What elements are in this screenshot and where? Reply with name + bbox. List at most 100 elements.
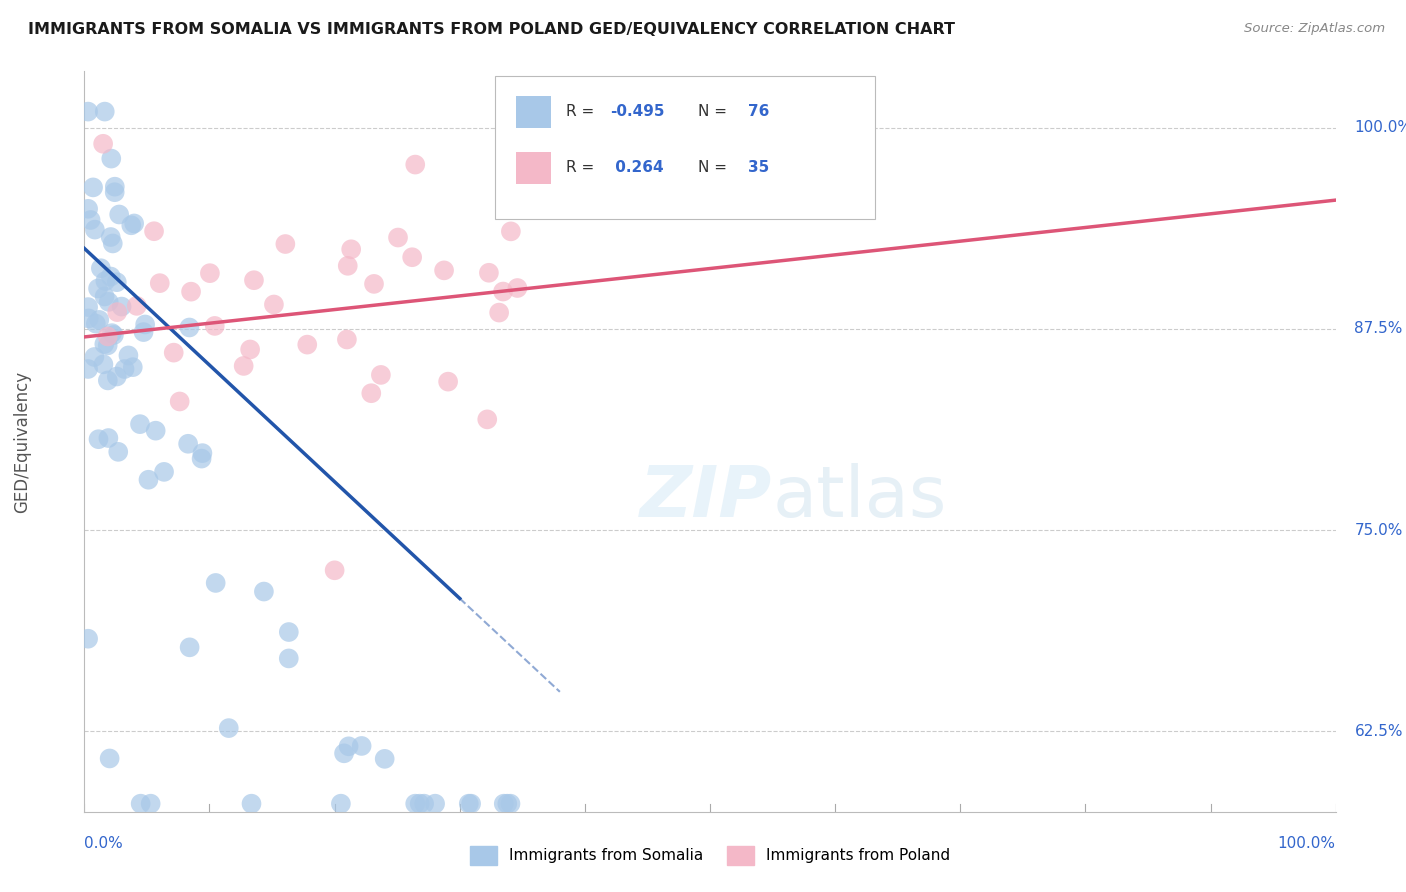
Point — [433, 263, 456, 277]
Point — [408, 797, 430, 811]
Point — [93, 289, 115, 303]
Point — [336, 259, 359, 273]
Point — [374, 752, 396, 766]
Point — [145, 424, 167, 438]
Point — [169, 394, 191, 409]
Point — [329, 797, 352, 811]
Point — [274, 237, 297, 252]
Point — [337, 739, 360, 754]
Text: R =: R = — [567, 161, 595, 176]
Point — [240, 797, 263, 811]
Legend: Immigrants from Somalia, Immigrants from Poland: Immigrants from Somalia, Immigrants from… — [464, 840, 956, 871]
Point — [77, 104, 100, 119]
Point — [125, 299, 148, 313]
Point — [297, 337, 319, 351]
Point — [143, 224, 166, 238]
Text: GED/Equivalency: GED/Equivalency — [13, 370, 31, 513]
Text: 35: 35 — [748, 161, 769, 176]
Point — [198, 266, 221, 280]
Point — [350, 739, 373, 753]
Point — [117, 348, 139, 362]
Point — [277, 625, 299, 640]
Point — [120, 219, 142, 233]
Point — [108, 207, 131, 221]
Point — [179, 320, 201, 334]
Point — [77, 202, 100, 216]
Point — [105, 275, 128, 289]
Point — [77, 632, 100, 646]
Text: N =: N = — [697, 104, 727, 120]
Point — [138, 473, 160, 487]
Point — [94, 104, 117, 119]
Point — [153, 465, 176, 479]
Text: IMMIGRANTS FROM SOMALIA VS IMMIGRANTS FROM POLAND GED/EQUIVALENCY CORRELATION CH: IMMIGRANTS FROM SOMALIA VS IMMIGRANTS FR… — [28, 22, 955, 37]
Point — [82, 180, 104, 194]
Point — [77, 300, 100, 314]
Point — [506, 281, 529, 295]
Text: Source: ZipAtlas.com: Source: ZipAtlas.com — [1244, 22, 1385, 36]
Point — [121, 360, 143, 375]
Point — [277, 651, 299, 665]
Point — [149, 276, 172, 290]
Point — [243, 273, 266, 287]
Point — [404, 158, 426, 172]
Point — [129, 417, 152, 431]
Point — [180, 285, 202, 299]
Text: 0.264: 0.264 — [610, 161, 664, 176]
Point — [87, 432, 110, 446]
Point — [336, 333, 359, 347]
Point — [492, 285, 515, 299]
Point — [105, 369, 128, 384]
Text: 75.0%: 75.0% — [1354, 523, 1403, 538]
Point — [387, 230, 409, 244]
Point — [163, 345, 186, 359]
Point — [437, 375, 460, 389]
Point — [84, 317, 107, 331]
Text: 100.0%: 100.0% — [1354, 120, 1406, 136]
Text: 76: 76 — [748, 104, 769, 120]
Point — [101, 236, 124, 251]
Point — [263, 297, 285, 311]
Point — [488, 305, 510, 319]
Point — [340, 242, 363, 256]
Bar — [516, 152, 551, 184]
Point — [204, 318, 226, 333]
Point — [93, 337, 115, 351]
Point — [191, 446, 214, 460]
Point — [179, 640, 201, 655]
Point — [83, 350, 105, 364]
Point — [90, 261, 112, 276]
Point — [404, 797, 426, 811]
Point — [460, 797, 482, 811]
Point — [105, 305, 128, 319]
Bar — [516, 95, 551, 128]
Point — [97, 338, 120, 352]
Point — [457, 797, 479, 811]
Point — [134, 318, 156, 332]
Point — [100, 152, 122, 166]
Point — [177, 436, 200, 450]
Point — [333, 747, 356, 761]
Point — [218, 721, 240, 735]
Point — [107, 445, 129, 459]
Point — [97, 431, 120, 445]
Text: N =: N = — [697, 161, 727, 176]
Point — [239, 343, 262, 357]
Text: 62.5%: 62.5% — [1354, 723, 1403, 739]
Point — [496, 797, 519, 811]
Text: 87.5%: 87.5% — [1354, 321, 1403, 336]
Point — [101, 326, 124, 340]
Point — [79, 213, 101, 227]
Point — [77, 311, 100, 326]
Point — [423, 797, 446, 811]
Point — [499, 797, 522, 811]
Point — [360, 386, 382, 401]
Point — [477, 412, 499, 426]
Point — [129, 797, 152, 811]
Point — [363, 277, 385, 291]
Point — [139, 797, 162, 811]
Point — [103, 328, 125, 343]
Point — [91, 136, 114, 151]
Point — [94, 274, 117, 288]
Point — [323, 563, 346, 577]
